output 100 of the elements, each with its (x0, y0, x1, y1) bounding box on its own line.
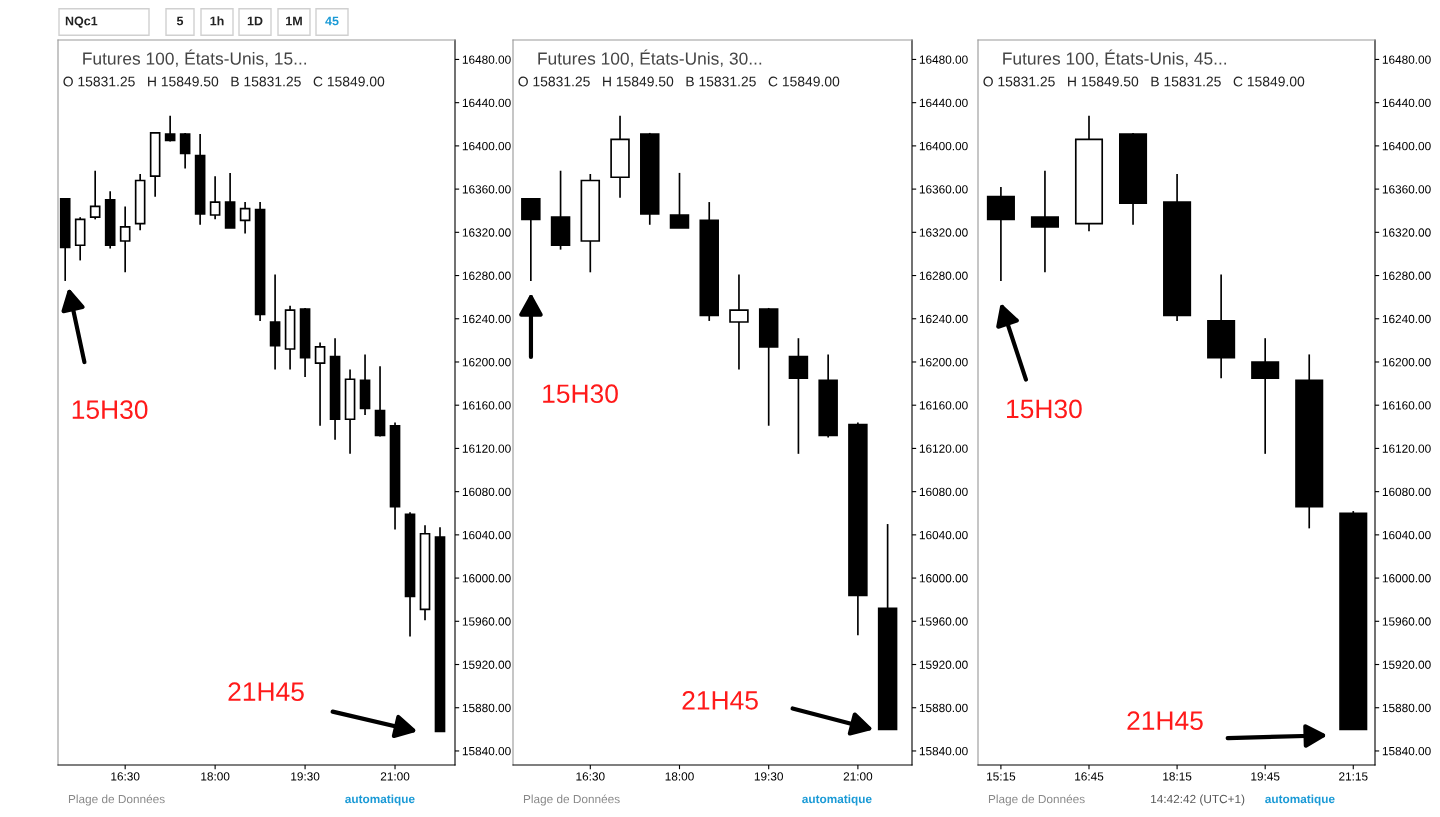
text: Futures 100, États-Unis, 45... (1003, 49, 1227, 67)
y-tick-label: 16000.00 (1382, 574, 1431, 583)
candlestick (179, 132, 191, 170)
y-tick-label: 15880.00 (1382, 703, 1431, 713)
y-tick-label: 16080.00 (462, 487, 511, 497)
candlestick (89, 169, 101, 221)
y-tick-label: 16080.00 (1382, 487, 1431, 497)
y-tick-label: 15920.00 (1382, 660, 1431, 669)
text: 1D (247, 16, 263, 26)
y-tick-label: 16480.00 (1382, 55, 1431, 64)
y-tick-label: 16360.00 (462, 185, 511, 194)
x-tick-label: 21:15 (1339, 772, 1368, 781)
candlestick (669, 172, 690, 229)
text: automatique (802, 794, 872, 806)
y-tick-label: 16200.00 (462, 358, 511, 367)
annotation: 21H45 (682, 691, 758, 710)
text: O 15831.25 H 15849.50 B 15831.25 C 15849.00 (983, 76, 1305, 87)
y-tick-label: 16000.00 (462, 574, 511, 583)
y-tick-label: 16040.00 (1382, 530, 1431, 540)
y-tick-label: 16320.00 (462, 228, 511, 237)
text: automatique (1265, 794, 1335, 806)
y-tick-label: 16200.00 (919, 358, 968, 367)
y-tick-label: 15920.00 (919, 660, 968, 669)
y-tick-label: 15880.00 (462, 703, 511, 713)
y-tick-label: 16440.00 (1382, 98, 1431, 108)
text: O 15831.25 H 15849.50 B 15831.25 C 15849.00 (63, 76, 385, 87)
x-tick-label: 19:30 (754, 772, 783, 781)
y-tick-label: 16440.00 (462, 98, 511, 108)
candlestick (269, 273, 281, 371)
x-tick-label: 16:30 (111, 772, 140, 781)
candlestick (119, 205, 131, 274)
y-tick-label: 16120.00 (462, 444, 511, 453)
candlestick (314, 341, 326, 427)
annotation: 21H45 (228, 682, 304, 702)
y-tick-label: 16200.00 (1382, 358, 1431, 367)
x-tick-label: 16:45 (1075, 772, 1104, 781)
candlestick (164, 114, 176, 143)
annotation: 15H30 (1007, 399, 1082, 419)
candlestick (788, 337, 809, 455)
candlestick (1030, 169, 1059, 274)
y-tick-label: 15880.00 (919, 703, 968, 713)
y-tick-label: 16160.00 (919, 401, 968, 410)
x-tick-label: 18:00 (665, 772, 694, 781)
x-tick-label: 18:00 (201, 772, 230, 781)
text: 45 (325, 16, 339, 26)
y-tick-label: 15960.00 (1382, 617, 1431, 626)
y-tick-label: 16160.00 (462, 401, 511, 410)
y-tick-label: 16040.00 (462, 530, 511, 540)
y-tick-label: 16240.00 (1382, 314, 1431, 324)
text: 5 (176, 16, 184, 26)
y-tick-label: 16400.00 (462, 141, 511, 151)
annotation: 15H30 (543, 384, 618, 404)
annotation: 21H45 (1127, 711, 1203, 731)
y-tick-label: 16080.00 (919, 487, 968, 497)
text: Plage de Données (523, 794, 620, 806)
text: 1M (286, 16, 302, 26)
y-tick-label: 16320.00 (919, 228, 968, 237)
y-tick-label: 16360.00 (919, 185, 968, 194)
y-tick-label: 16400.00 (1382, 141, 1431, 151)
y-tick-label: 16360.00 (1382, 185, 1431, 194)
y-tick-label: 16320.00 (1382, 228, 1431, 237)
x-tick-label: 19:30 (291, 772, 320, 781)
x-tick-label: 21:00 (843, 772, 873, 781)
y-tick-label: 16440.00 (919, 98, 968, 108)
y-tick-label: 16400.00 (919, 141, 968, 151)
y-tick-label: 15960.00 (462, 617, 511, 626)
y-tick-label: 15840.00 (462, 746, 511, 756)
text: Futures 100, États-Unis, 15... (83, 49, 307, 67)
text: 14:42:42 (UTC+1) (1151, 794, 1245, 806)
text: O 15831.25 H 15849.50 B 15831.25 C 15849.00 (518, 76, 840, 87)
x-tick-label: 16:30 (576, 772, 605, 781)
candlestick (239, 201, 251, 235)
y-tick-label: 16480.00 (919, 55, 968, 64)
text: Futures 100, États-Unis, 30... (538, 49, 762, 67)
y-tick-label: 15920.00 (462, 660, 511, 669)
x-tick-label: 15:15 (987, 772, 1016, 781)
y-tick-label: 16160.00 (1382, 401, 1431, 410)
y-tick-label: 16240.00 (919, 314, 968, 324)
y-tick-label: 16480.00 (462, 55, 511, 64)
y-tick-label: 16000.00 (919, 574, 968, 583)
y-tick-label: 16280.00 (1382, 271, 1431, 280)
y-tick-label: 16120.00 (1382, 444, 1431, 453)
y-tick-label: 16120.00 (919, 444, 968, 453)
x-tick-label: 21:00 (380, 772, 410, 781)
y-tick-label: 16040.00 (919, 530, 968, 540)
y-tick-label: 15840.00 (1382, 746, 1431, 756)
text: 1h (210, 16, 224, 26)
y-tick-label: 15840.00 (919, 746, 968, 756)
y-tick-label: 15960.00 (919, 617, 968, 626)
y-tick-label: 16280.00 (462, 271, 511, 280)
y-tick-label: 16240.00 (462, 314, 511, 324)
text: Plage de Données (68, 794, 165, 806)
candlestick (521, 197, 541, 282)
text: NQc1 (65, 16, 98, 28)
x-tick-label: 19:45 (1251, 772, 1280, 781)
candlestick (729, 273, 749, 371)
text: automatique (345, 794, 415, 806)
annotation: 15H30 (72, 400, 148, 420)
y-tick-label: 16280.00 (919, 271, 968, 280)
text: Plage de Données (988, 794, 1085, 806)
